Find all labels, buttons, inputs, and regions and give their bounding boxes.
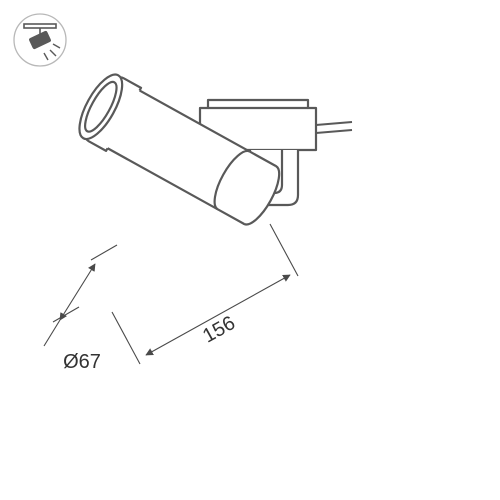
dimension-length — [112, 224, 298, 364]
technical-drawing: 156 Ø67 — [0, 0, 500, 500]
dimension-diameter-label: Ø67 — [63, 351, 101, 373]
spotlight-icon — [14, 14, 66, 66]
dimension-diameter — [44, 245, 117, 346]
dimension-length-label: 156 — [199, 312, 239, 347]
